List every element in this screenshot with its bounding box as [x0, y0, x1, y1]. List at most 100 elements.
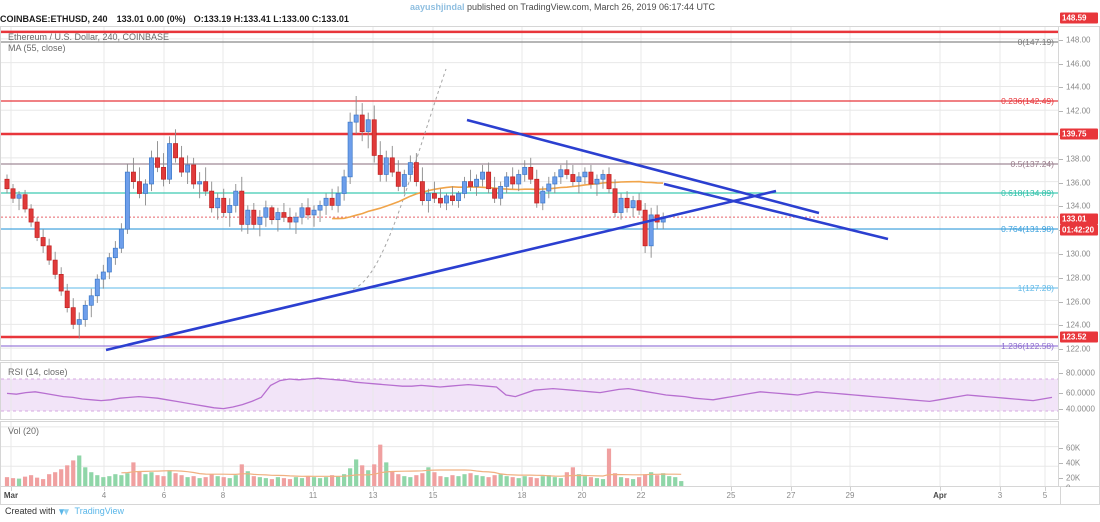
time-tick-mark — [1045, 487, 1046, 491]
time-tick-label: 22 — [636, 491, 646, 500]
time-tick-label: 20 — [577, 491, 587, 500]
low-label: L: — [273, 14, 282, 24]
footer-attribution: Created with TradingView — [5, 506, 124, 516]
time-tick-label: 27 — [786, 491, 796, 500]
price-pane-title: Ethereum / U.S. Dollar, 240, COINBASE — [8, 32, 170, 42]
bar-countdown-label[interactable]: 01:42:20 — [1060, 224, 1098, 236]
volume-tick-mark — [1059, 448, 1063, 449]
time-tick-mark — [1000, 487, 1001, 491]
time-tick-mark — [522, 487, 523, 491]
price-scale[interactable]: 148.00146.00144.00142.00140.00138.00136.… — [1059, 12, 1100, 493]
time-tick-mark — [940, 487, 941, 491]
ma-indicator-label[interactable]: MA (55, close) — [8, 43, 66, 53]
open-label: O: — [193, 14, 204, 24]
price-tick-mark — [1059, 253, 1063, 255]
price-tick-mark — [1059, 182, 1063, 184]
time-tick-mark — [223, 487, 224, 491]
price-tick-mark — [1059, 87, 1063, 89]
time-tick-mark — [373, 487, 374, 491]
time-tick-label: Mar — [3, 491, 19, 500]
volume-tick-label: 60K — [1066, 443, 1081, 453]
fib-level-label[interactable]: 0.618(134.89) — [1001, 188, 1054, 198]
price-tick-label: 130.00 — [1066, 249, 1091, 259]
price-tick-label: 138.00 — [1066, 154, 1091, 164]
time-tick-mark — [791, 487, 792, 491]
price-tick-mark — [1059, 111, 1063, 113]
volume-legend[interactable]: Vol (20) — [8, 426, 40, 436]
price-tick-label: 144.00 — [1066, 82, 1091, 92]
price-marker-label[interactable]: 133.01 — [1060, 213, 1098, 225]
rsi-tick-mark — [1059, 409, 1063, 410]
time-tick-mark — [313, 487, 314, 491]
price-tick-mark — [1059, 325, 1063, 327]
volume-pane[interactable]: Vol (20) — [0, 421, 1059, 487]
price-pane[interactable]: 0(147.19) 0.236(142.49) 0.5(137.24) 0.618(1… — [0, 26, 1059, 361]
fib-level-label[interactable]: 0.236(142.49) — [1001, 96, 1054, 106]
rsi-pane[interactable]: RSI (14, close) — [0, 362, 1059, 420]
price-change-pct: (0%) — [166, 14, 186, 24]
price-pane-legend: Ethereum / U.S. Dollar, 240, COINBASE MA… — [8, 32, 169, 54]
price-tick-label: 134.00 — [1066, 201, 1091, 211]
fib-level-label[interactable]: 0(147.19) — [1017, 37, 1054, 47]
time-tick-mark — [731, 487, 732, 491]
low-value: 133.00 — [281, 14, 310, 24]
time-tick-label: 3 — [997, 491, 1003, 500]
fib-level-label[interactable]: 1.236(122.58) — [1001, 341, 1054, 351]
publish-line: aayushjindal published on TradingView.co… — [410, 2, 715, 12]
publish-text: published on TradingView.com, March 26, … — [464, 2, 716, 12]
time-tick-label: 13 — [368, 491, 378, 500]
time-tick-mark — [11, 487, 12, 491]
time-tick-mark — [850, 487, 851, 491]
price-tick-mark — [1059, 158, 1063, 160]
volume-tick-label: 20K — [1066, 473, 1081, 483]
fib-level-label[interactable]: 0.764(131.98) — [1001, 224, 1054, 234]
time-tick-label: 5 — [1042, 491, 1048, 500]
high-value: 133.41 — [243, 14, 271, 24]
price-tick-label: 124.00 — [1066, 320, 1091, 330]
time-tick-label: 18 — [517, 491, 527, 500]
tradingview-logo-icon — [58, 507, 72, 517]
quote-line: COINBASE:ETHUSD, 240 133.01 0.00 (0%) O:… — [0, 14, 349, 24]
price-tick-mark — [1059, 277, 1063, 279]
time-tick-label: 8 — [220, 491, 226, 500]
price-tick-label: 136.00 — [1066, 178, 1091, 188]
price-tick-mark — [1059, 206, 1063, 208]
time-tick-mark — [582, 487, 583, 491]
time-tick-label: 29 — [845, 491, 855, 500]
price-tick-label: 128.00 — [1066, 273, 1091, 283]
close-value: 133.01 — [321, 14, 349, 24]
price-tick-mark — [1059, 63, 1063, 65]
tradingview-brand[interactable]: TradingView — [74, 506, 125, 516]
price-tick-label: 148.00 — [1066, 35, 1091, 45]
author-name[interactable]: aayushjindal — [410, 2, 465, 12]
time-tick-label: 25 — [726, 491, 736, 500]
price-tick-mark — [1059, 349, 1063, 351]
high-label: H: — [233, 14, 244, 24]
price-tick-mark — [1059, 301, 1063, 303]
time-axis-scale-divider — [1060, 487, 1061, 505]
price-change: 0.00 — [146, 14, 165, 24]
price-tick-label: 142.00 — [1066, 106, 1091, 116]
time-tick-mark — [164, 487, 165, 491]
volume-tick-label: 40K — [1066, 458, 1081, 468]
price-marker-label[interactable]: 123.52 — [1060, 331, 1098, 343]
price-tick-label: 122.00 — [1066, 344, 1091, 354]
price-marker-label[interactable]: 148.59 — [1060, 12, 1098, 24]
time-tick-label: 11 — [308, 491, 318, 500]
fib-level-label[interactable]: 1(127.28) — [1017, 283, 1054, 293]
price-tick-mark — [1059, 39, 1063, 41]
rsi-tick-label: 40.0000 — [1066, 404, 1095, 414]
last-price: 133.01 — [116, 14, 145, 24]
symbol-label[interactable]: COINBASE:ETHUSD, 240 — [0, 14, 108, 24]
created-with-label: Created with — [5, 506, 56, 516]
time-tick-label: Apr — [933, 491, 947, 500]
time-tick-label: 4 — [101, 491, 107, 500]
volume-tick-mark — [1059, 463, 1063, 464]
time-axis[interactable]: Mar 4 6 8 11 13 15 18 20 22 25 27 29 Apr 3 5 — [0, 487, 1100, 505]
rsi-tick-label: 80.0000 — [1066, 368, 1095, 378]
price-tick-label: 146.00 — [1066, 59, 1091, 69]
rsi-legend[interactable]: RSI (14, close) — [8, 367, 68, 377]
fib-level-label[interactable]: 0.5(137.24) — [1010, 159, 1054, 169]
price-marker-label[interactable]: 139.75 — [1060, 128, 1098, 140]
